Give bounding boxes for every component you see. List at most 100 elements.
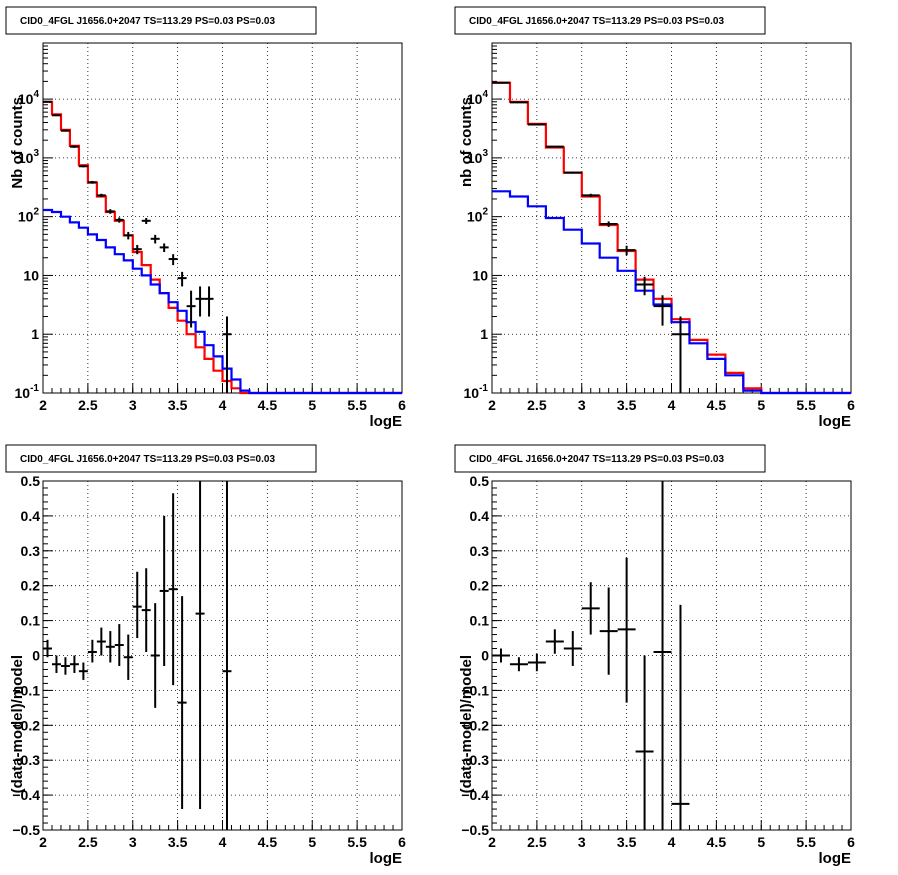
y-tick-label: 0 <box>481 648 489 664</box>
x-tick-label: 4.5 <box>707 834 727 850</box>
y-tick-label: −0.1 <box>461 682 489 698</box>
data-point <box>492 81 510 84</box>
data-point <box>671 316 690 393</box>
data-point <box>599 221 618 227</box>
y-tick-label: 0 <box>32 648 40 664</box>
data-point <box>43 100 52 103</box>
data-point <box>653 481 672 830</box>
data-point <box>114 624 124 666</box>
data-point <box>105 209 115 214</box>
y-tick-label: 103 <box>467 148 489 166</box>
data-point <box>150 603 160 708</box>
x-tick-label: 5 <box>308 397 316 413</box>
x-tick-label: 3 <box>129 834 137 850</box>
data-point <box>123 634 133 680</box>
data-point <box>195 286 205 317</box>
y-axis-label: nb of counts <box>458 97 475 187</box>
data-point <box>177 271 187 287</box>
x-tick-label: 5.5 <box>347 397 367 413</box>
data-point <box>581 582 600 635</box>
x-tick-label: 3 <box>578 397 586 413</box>
x-tick-label: 6 <box>398 397 406 413</box>
x-tick-label: 3 <box>129 397 137 413</box>
data-point <box>617 557 636 703</box>
y-tick-label: 0.5 <box>470 473 490 489</box>
y-tick-label: −0.5 <box>12 822 40 838</box>
model-total-histogram <box>492 81 851 395</box>
y-axis-label: Nb of counts <box>9 97 26 189</box>
data-point <box>563 171 582 174</box>
x-axis-label: logE <box>370 413 403 430</box>
y-tick-label: 0.4 <box>470 508 490 524</box>
data-point <box>105 631 115 663</box>
data-point <box>653 295 672 326</box>
model-source-histogram <box>492 190 851 395</box>
y-tick-label: −0.4 <box>461 787 489 803</box>
x-axis-label: logE <box>819 413 852 430</box>
x-tick-label: 4.5 <box>707 397 727 413</box>
y-tick-label: 0.1 <box>21 613 41 629</box>
y-tick-label: 0.4 <box>21 508 41 524</box>
chart-title: CID0_4FGL J1656.0+2047 TS=113.29 PS=0.03… <box>20 16 275 27</box>
data-point <box>509 657 528 672</box>
data-point <box>51 655 61 673</box>
x-tick-label: 2.5 <box>527 397 547 413</box>
residuals-panel-left: CID0_4FGL J1656.0+2047 TS=113.29 PS=0.03… <box>5 444 406 867</box>
x-tick-label: 6 <box>847 834 855 850</box>
data-point <box>509 101 528 104</box>
data-point <box>545 629 564 654</box>
x-tick-label: 6 <box>398 834 406 850</box>
data-point <box>527 123 546 126</box>
y-tick-label: 10 <box>472 267 488 283</box>
data-point <box>635 655 654 830</box>
y-tick-label: 0.3 <box>21 543 41 559</box>
y-tick-label: 10 <box>23 267 39 283</box>
x-axis-label: logE <box>370 850 403 867</box>
data-point <box>186 290 196 328</box>
data-point <box>159 243 169 253</box>
x-tick-label: 2 <box>39 834 47 850</box>
y-tick-label: 10-1 <box>464 383 489 401</box>
data-point <box>96 193 106 198</box>
title-box <box>5 6 317 35</box>
data-point <box>671 604 690 830</box>
x-tick-label: 3.5 <box>617 834 637 850</box>
data-point <box>132 571 142 639</box>
chart-title: CID0_4FGL J1656.0+2047 TS=113.29 PS=0.03… <box>20 454 275 465</box>
data-point <box>123 231 133 240</box>
title-box <box>5 444 317 473</box>
data-point <box>69 145 79 148</box>
residuals-panel-right: CID0_4FGL J1656.0+2047 TS=113.29 PS=0.03… <box>454 444 855 867</box>
y-tick-label: 103 <box>18 148 40 166</box>
data-point <box>150 234 160 244</box>
title-box <box>454 444 766 473</box>
y-axis-label: (data-model)/model <box>458 655 475 793</box>
data-point <box>581 193 600 198</box>
data-point <box>78 662 88 680</box>
data-point <box>96 627 106 656</box>
y-tick-label: −0.3 <box>461 752 489 768</box>
counts-histogram-panel-right: CID0_4FGL J1656.0+2047 TS=113.29 PS=0.03… <box>454 6 855 430</box>
y-axis-label: (data-model)/model <box>9 655 26 793</box>
x-tick-label: 4 <box>668 834 676 850</box>
y-tick-label: −0.3 <box>12 752 40 768</box>
y-tick-label: 102 <box>467 207 489 225</box>
y-tick-label: −0.5 <box>461 822 489 838</box>
x-tick-label: 2 <box>39 397 47 413</box>
data-point <box>168 254 178 266</box>
y-tick-label: 1 <box>31 326 39 342</box>
y-tick-label: −0.4 <box>12 787 40 803</box>
chart-title: CID0_4FGL J1656.0+2047 TS=113.29 PS=0.03… <box>469 16 724 27</box>
x-tick-label: 5.5 <box>796 397 816 413</box>
data-point <box>69 655 79 673</box>
data-point <box>141 568 151 653</box>
data-point <box>132 244 142 255</box>
x-tick-label: 3.5 <box>168 834 188 850</box>
data-point <box>60 657 70 675</box>
data-point <box>51 114 61 117</box>
data-point <box>635 276 654 296</box>
x-tick-label: 2 <box>488 397 496 413</box>
x-tick-label: 4 <box>219 834 227 850</box>
x-tick-label: 2 <box>488 834 496 850</box>
